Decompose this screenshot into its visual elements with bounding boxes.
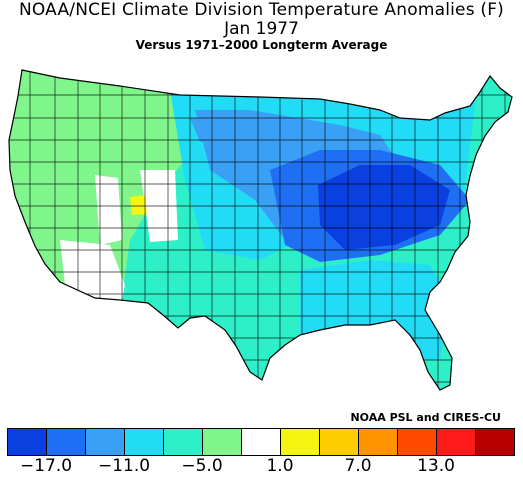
legend-swatch bbox=[85, 428, 125, 456]
us-climate-division-map bbox=[8, 69, 513, 391]
legend-swatch bbox=[475, 428, 515, 456]
legend-swatch bbox=[7, 428, 47, 456]
map-baseline: Versus 1971–2000 Longterm Average bbox=[135, 38, 388, 52]
color-legend bbox=[7, 428, 515, 456]
legend-tick-label: 13.0 bbox=[417, 456, 455, 476]
map-title: NOAA/NCEI Climate Division Temperature A… bbox=[18, 0, 505, 20]
legend-tick-label: 1.0 bbox=[266, 456, 294, 476]
legend-tick-label: −17.0 bbox=[19, 456, 73, 476]
map-period: Jan 1977 bbox=[224, 19, 299, 39]
legend-tick-labels: −17.0 −11.0 −5.0 1.0 7.0 13.0 bbox=[0, 456, 523, 480]
legend-swatch bbox=[46, 428, 86, 456]
legend-tick-label: −11.0 bbox=[97, 456, 151, 476]
legend-swatch bbox=[241, 428, 281, 456]
legend-swatch bbox=[358, 428, 398, 456]
legend-swatch bbox=[202, 428, 242, 456]
legend-swatch bbox=[163, 428, 203, 456]
legend-swatch bbox=[124, 428, 164, 456]
legend-swatch bbox=[397, 428, 437, 456]
legend-tick-label: 7.0 bbox=[344, 456, 372, 476]
legend-swatch bbox=[436, 428, 476, 456]
legend-swatch bbox=[280, 428, 320, 456]
credit-text: NOAA PSL and CIRES-CU bbox=[350, 411, 501, 424]
legend-swatch bbox=[319, 428, 359, 456]
legend-tick-label: −5.0 bbox=[181, 456, 223, 476]
